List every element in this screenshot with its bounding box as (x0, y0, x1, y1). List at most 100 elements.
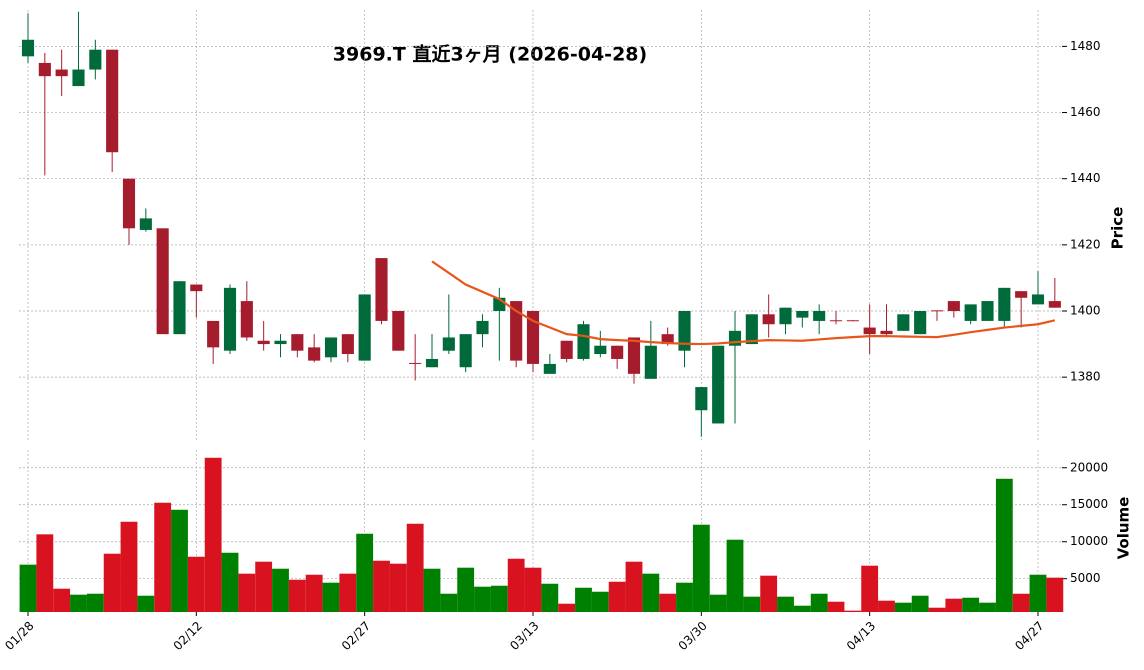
candle-body (695, 387, 708, 411)
y-tick-label: 1460 (1070, 105, 1101, 119)
candle-body (223, 287, 237, 351)
volume-bar (305, 574, 323, 612)
candle-body (425, 358, 439, 368)
candle-body (190, 284, 203, 292)
candle-body (813, 311, 826, 321)
volume-bar (19, 564, 37, 612)
candle-body (678, 311, 691, 351)
y-axis-label: Price (1109, 207, 1127, 250)
volume-bar (86, 593, 104, 612)
volume-bar (911, 595, 929, 612)
candle-body (779, 307, 792, 325)
volume-bar (844, 610, 862, 612)
candle-body (409, 362, 422, 364)
volume-bar (726, 539, 744, 612)
volume-bar (861, 565, 879, 612)
volume-axis-label: Volume (1115, 497, 1133, 560)
candle-body (341, 334, 354, 354)
candle-body (375, 258, 388, 321)
volume-bar (221, 552, 239, 612)
candle-body (442, 337, 455, 351)
volume-bar (1046, 577, 1064, 612)
volume-bar (474, 586, 491, 612)
volume-bar (524, 567, 542, 612)
volume-bar (979, 602, 996, 612)
y-tick-label: 1420 (1070, 237, 1101, 251)
candle-body (627, 337, 641, 374)
x-tick-label: 03/30 (676, 619, 710, 653)
volume-bar (810, 593, 828, 612)
candle-body (947, 301, 960, 311)
candle-body (207, 320, 220, 348)
volume-bar (827, 601, 845, 612)
candle-body (543, 363, 556, 374)
candle-body (510, 301, 523, 361)
candle-body (106, 49, 119, 153)
x-tick-label: 02/27 (339, 619, 373, 653)
y-tick-label: 1380 (1070, 370, 1101, 384)
candle-body (914, 311, 927, 335)
volume-bar (743, 596, 761, 612)
candle-body (324, 337, 338, 358)
volume-bar (356, 533, 374, 612)
volume-bar (894, 602, 912, 612)
volume-bar (389, 563, 407, 612)
volume-bar (591, 591, 609, 612)
candle-body (139, 218, 152, 230)
volume-bar (423, 568, 441, 612)
candle-body (880, 330, 893, 335)
volume-bar (945, 598, 963, 612)
volume-bar (625, 561, 643, 612)
volume-bar (457, 567, 475, 612)
x-tick-label: 04/27 (1012, 619, 1046, 653)
x-tick-label: 04/13 (844, 619, 878, 653)
volume-bar (692, 524, 710, 612)
volume-bar (507, 558, 525, 612)
candle-body (661, 334, 674, 345)
candle-body (998, 287, 1011, 321)
candle-body (89, 49, 102, 70)
volume-bar (777, 596, 794, 612)
volume-tick-label: 10000 (1070, 534, 1108, 548)
volume-tick-label: 20000 (1070, 460, 1108, 474)
volume-tick-label: 15000 (1070, 497, 1108, 511)
x-tick-label: 03/13 (507, 619, 541, 653)
volume-bar (575, 587, 592, 612)
volume-bar (171, 509, 188, 612)
chart-title: 3969.T 直近3ヶ月 (2026-04-28) (333, 43, 647, 66)
candle-body (964, 304, 977, 321)
candle-body (526, 311, 540, 364)
volume-bar (70, 594, 87, 612)
candle-body (796, 311, 809, 318)
volume-bar (373, 560, 390, 612)
candle-body (476, 320, 489, 335)
candle-body (358, 294, 371, 361)
volume-bar (440, 593, 458, 612)
volume-bar (1029, 574, 1047, 612)
candle-body (762, 314, 775, 325)
candle-body (392, 311, 405, 351)
candle-body (981, 301, 994, 321)
candle-body (846, 320, 859, 322)
candle-body (712, 345, 725, 424)
candle-body (274, 340, 287, 345)
candle-body (1031, 294, 1045, 305)
moving-average-line (431, 260, 1056, 346)
volume-bar (322, 582, 340, 612)
x-tick-label: 01/28 (2, 619, 36, 653)
volume-bar (1012, 593, 1030, 612)
volume-bar (709, 594, 727, 612)
candle-body (55, 69, 68, 77)
volume-bar (558, 603, 576, 612)
volume-bar (642, 573, 660, 612)
volume-bar (288, 579, 306, 612)
candle-body (577, 324, 590, 359)
volume-bar (878, 600, 895, 612)
volume-bar (659, 593, 677, 612)
volume-bar (204, 457, 222, 612)
candle-body (829, 320, 843, 322)
x-tick-label: 02/12 (171, 619, 205, 653)
y-tick-label: 1440 (1070, 171, 1101, 185)
candle-body (257, 340, 270, 345)
volume-bar (154, 502, 172, 612)
